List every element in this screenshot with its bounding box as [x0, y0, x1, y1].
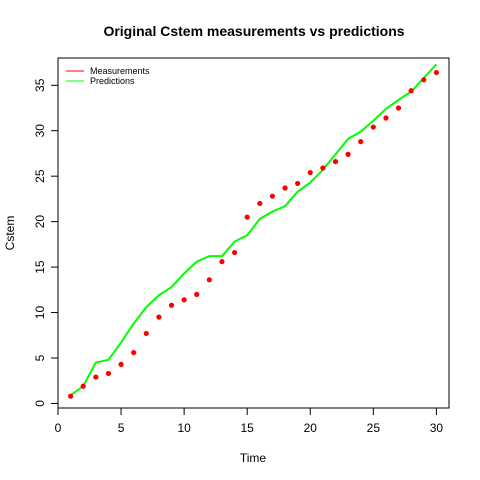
measurements-point: [383, 115, 388, 120]
x-tick-label: 5: [118, 421, 125, 435]
x-tick-label: 0: [55, 421, 62, 435]
measurements-point: [333, 159, 338, 164]
measurements-point: [320, 165, 325, 170]
measurements-point: [169, 303, 174, 308]
measurements-point: [257, 201, 262, 206]
measurements-point: [144, 331, 149, 336]
y-tick-label: 25: [33, 169, 47, 183]
measurements-point: [345, 152, 350, 157]
x-tick-label: 15: [241, 421, 255, 435]
measurements-point: [68, 394, 73, 399]
measurements-point: [358, 139, 363, 144]
legend-label-measurements: Measurements: [90, 66, 150, 76]
measurements-point: [295, 181, 300, 186]
measurements-point: [194, 292, 199, 297]
y-tick-label: 15: [33, 260, 47, 274]
measurements-point: [232, 250, 237, 255]
y-tick-label: 30: [33, 124, 47, 138]
y-tick-label: 5: [33, 354, 47, 361]
measurements-point: [118, 362, 123, 367]
measurements-point: [421, 77, 426, 82]
measurements-point: [207, 277, 212, 282]
x-axis-label: Time: [240, 451, 267, 465]
measurements-point: [308, 170, 313, 175]
measurements-point: [219, 259, 224, 264]
y-tick-label: 35: [33, 78, 47, 92]
measurements-point: [434, 70, 439, 75]
measurements-point: [245, 214, 250, 219]
measurements-point: [93, 374, 98, 379]
measurements-point: [409, 88, 414, 93]
measurements-point: [106, 371, 111, 376]
measurements-point: [81, 384, 86, 389]
x-tick-label: 30: [430, 421, 444, 435]
x-tick-label: 10: [177, 421, 191, 435]
measurements-point: [371, 124, 376, 129]
measurements-point: [156, 314, 161, 319]
measurements-point: [270, 194, 275, 199]
measurements-point: [396, 105, 401, 110]
y-tick-label: 10: [33, 306, 47, 320]
measurements-point: [182, 297, 187, 302]
y-axis: 0 5 10 15 20 25 30 35: [33, 78, 58, 407]
series-layer: [68, 64, 439, 398]
x-tick-label: 20: [304, 421, 318, 435]
measurements-point: [131, 350, 136, 355]
plot-frame: [58, 58, 449, 408]
y-tick-label: 20: [33, 215, 47, 229]
y-axis-label: Cstem: [3, 216, 17, 251]
chart-title: Original Cstem measurements vs predictio…: [103, 23, 404, 39]
y-tick-label: 0: [33, 400, 47, 407]
predictions-line: [71, 64, 437, 395]
legend-label-predictions: Predictions: [90, 76, 135, 86]
measurements-point: [282, 185, 287, 190]
x-tick-label: 25: [367, 421, 381, 435]
x-axis: 0 5 10 15 20 25 30: [55, 408, 444, 435]
